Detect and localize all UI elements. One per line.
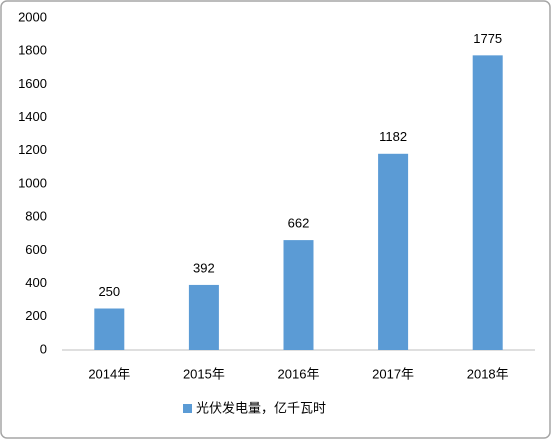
bar	[378, 153, 409, 350]
y-tick-label: 600	[25, 242, 47, 257]
y-tick-label: 1400	[18, 109, 47, 124]
y-tick-label: 1800	[18, 43, 47, 58]
data-label: 1182	[379, 129, 407, 144]
y-tick-label: 1000	[18, 175, 47, 190]
y-tick-label: 800	[25, 209, 47, 224]
x-tick-label: 2015年	[183, 366, 225, 381]
data-label: 1775	[473, 31, 502, 46]
x-tick-label: 2016年	[278, 366, 320, 381]
y-tick-label: 2000	[18, 9, 47, 24]
data-label: 250	[98, 284, 120, 299]
x-tick-label: 2018年	[467, 366, 509, 381]
y-tick-label: 400	[25, 275, 47, 290]
bar	[472, 55, 503, 350]
bar	[94, 308, 125, 350]
y-tick-label: 0	[40, 341, 47, 356]
bar	[283, 240, 314, 350]
x-tick-label: 2014年	[88, 366, 130, 381]
y-tick-label: 1600	[18, 76, 47, 91]
data-label: 662	[288, 216, 310, 231]
data-label: 392	[193, 260, 215, 275]
x-tick-label: 2017年	[372, 366, 414, 381]
legend-swatch	[183, 404, 192, 413]
bar	[188, 284, 219, 350]
y-tick-label: 200	[25, 308, 47, 323]
legend-label: 光伏发电量，亿千瓦时	[196, 400, 326, 415]
y-tick-label: 1200	[18, 142, 47, 157]
